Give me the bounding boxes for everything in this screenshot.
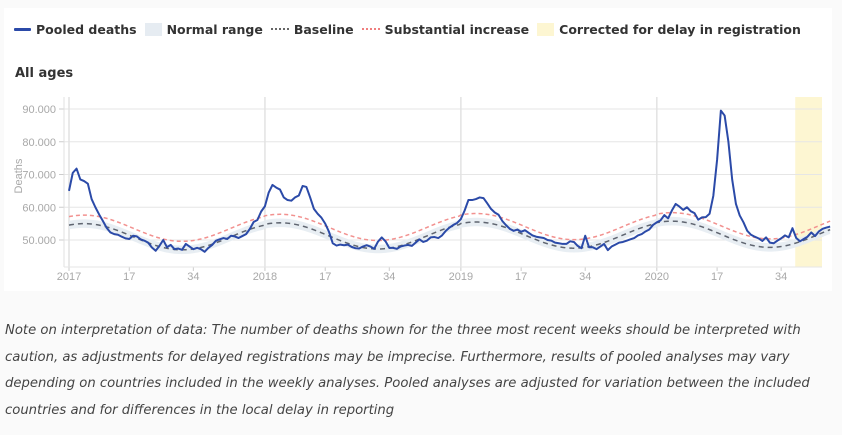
legend-label: Pooled deaths: [36, 21, 137, 37]
legend-label: Substantial increase: [384, 21, 530, 37]
y-tick-label: 90.000: [22, 104, 56, 116]
dashed-line-swatch-icon: [361, 28, 380, 30]
x-tick-label: 2019: [449, 271, 473, 283]
x-tick-label: 2020: [645, 271, 669, 283]
x-tick-label: 17: [515, 271, 527, 283]
legend-item-substantial-increase[interactable]: Substantial increase: [361, 21, 530, 37]
legend-item-corrected-delay[interactable]: Corrected for delay in registration: [537, 22, 801, 37]
interpretation-note: Note on interpretation of data: The numb…: [5, 323, 810, 418]
x-tick-label: 34: [383, 271, 395, 283]
legend-item-pooled-deaths[interactable]: Pooled deaths: [14, 22, 137, 37]
chart-legend: Pooled deaths Normal range Baseline Subs…: [14, 20, 809, 38]
y-tick-label: 70.000: [22, 170, 56, 182]
legend-label: Normal range: [166, 21, 263, 37]
pooled-deaths-line: [68, 109, 831, 253]
legend-label: Baseline: [293, 21, 354, 37]
x-tick-label: 34: [775, 271, 787, 283]
deaths-chart: 50.000 60.000 70.000 80.000 90.000 Deaths 2017…: [13, 97, 831, 283]
y-tick-label: 80.000: [22, 137, 56, 149]
substantial-increase-line: [68, 211, 831, 243]
x-tick-label: 34: [579, 271, 591, 283]
x-tick-label: 34: [187, 271, 199, 283]
line-swatch-icon: [14, 27, 31, 31]
legend-label: Corrected for delay in registration: [559, 21, 801, 37]
y-tick-label: 60.000: [22, 202, 56, 214]
box-swatch-icon: [144, 22, 162, 36]
x-tick-label: 2017: [57, 271, 81, 283]
x-tick-label: 17: [711, 271, 723, 283]
x-tick-label: 17: [123, 271, 135, 283]
y-tick-label: 50.000: [22, 235, 56, 247]
box-swatch-icon: [537, 22, 555, 36]
section-title: All ages: [15, 66, 74, 81]
legend-item-baseline[interactable]: Baseline: [270, 21, 354, 37]
y-axis-title: Deaths: [13, 158, 25, 193]
legend-item-normal-range[interactable]: Normal range: [144, 21, 263, 37]
x-tick-label: 2018: [253, 271, 277, 283]
x-tick-label: 17: [319, 271, 331, 283]
dashed-line-swatch-icon: [270, 28, 289, 30]
